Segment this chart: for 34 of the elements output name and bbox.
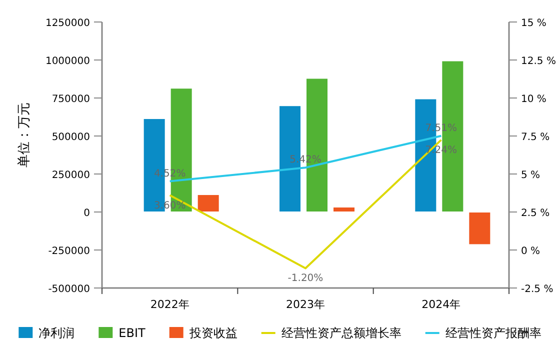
y2-tick-label: 10 % xyxy=(521,94,546,105)
legend-label: EBIT xyxy=(118,326,146,340)
y-axis-title: 单位：万元 xyxy=(17,102,32,168)
y2-tick-label: 12.5 % xyxy=(521,56,556,67)
y-tick-label: 0 xyxy=(84,208,90,219)
legend-label: 净利润 xyxy=(38,326,75,340)
y-tick-label: -250000 xyxy=(48,246,90,257)
x-tick-label: 2022年 xyxy=(150,298,190,311)
x-tick-label: 2024年 xyxy=(422,298,461,311)
legend-label: 经营性资产总额增长率 xyxy=(281,326,402,340)
legend-label: 投资收益 xyxy=(188,326,238,340)
y-tick-label: -500000 xyxy=(48,284,90,295)
data-label: 4.52% xyxy=(154,168,186,180)
y2-tick-label: 5 % xyxy=(521,170,540,181)
legend-label: 经营性资产报酬率 xyxy=(445,326,542,340)
y-tick-label: 1250000 xyxy=(45,18,90,29)
bar xyxy=(332,206,356,212)
y2-tick-label: -2.5 % xyxy=(521,284,554,295)
y2-tick-label: 7.5 % xyxy=(521,132,550,143)
bar xyxy=(196,194,220,212)
y2-tick-label: 0 % xyxy=(521,246,540,257)
y-tick-label: 750000 xyxy=(52,94,90,105)
data-label: 7.51% xyxy=(425,122,458,134)
y-tick-label: 250000 xyxy=(52,170,90,181)
y-tick-label: 1000000 xyxy=(45,56,90,67)
data-label: 5.42% xyxy=(290,154,322,166)
bar xyxy=(468,212,492,246)
data-label: 3.60% xyxy=(154,200,186,212)
data-label: 7.24% xyxy=(425,144,458,156)
x-tick-label: 2023年 xyxy=(286,298,325,311)
y2-tick-label: 2.5 % xyxy=(521,208,550,219)
y-tick-label: 500000 xyxy=(52,132,90,143)
data-label: -1.20% xyxy=(288,273,324,284)
y2-tick-label: 15 % xyxy=(521,18,546,29)
